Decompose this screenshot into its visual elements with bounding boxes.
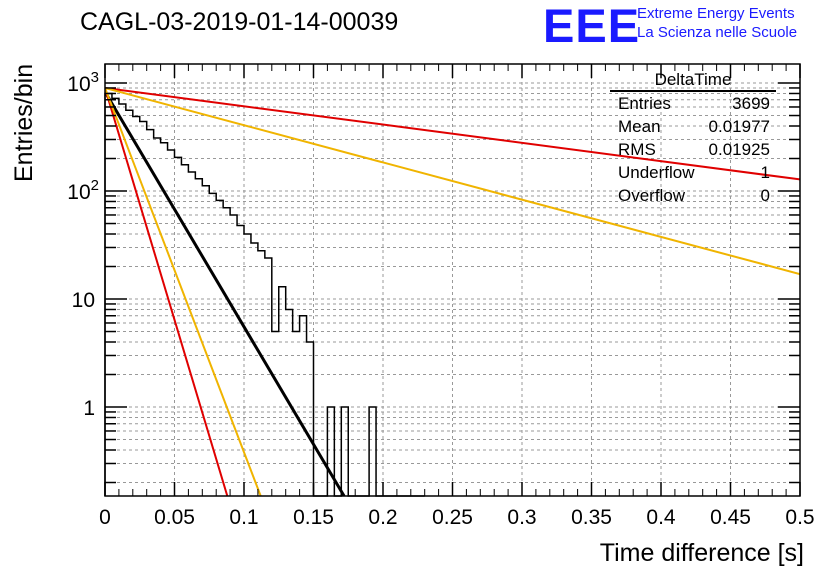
y-tick-exponent: 3 <box>91 69 99 86</box>
stats-label: Mean <box>618 117 661 136</box>
stats-row-underflow: Underflow 1 <box>610 161 776 184</box>
y-axis-label: Entries/bin <box>10 63 38 182</box>
stats-label: Overflow <box>618 186 686 205</box>
y-tick-label: 102 <box>67 177 99 204</box>
histogram-outline <box>104 92 425 497</box>
chart-title: CAGL-03-2019-01-14-00039 <box>80 8 399 36</box>
y-tick-base: 10 <box>67 181 90 204</box>
stats-label: Entries <box>618 94 671 113</box>
stats-value: 3699 <box>732 94 770 113</box>
stats-value: 1 <box>760 163 770 182</box>
fit-curve <box>105 90 346 496</box>
stats-value: 0.01925 <box>708 140 770 159</box>
stats-value: 0.01977 <box>708 117 770 136</box>
x-tick-label: 0.35 <box>571 506 612 529</box>
x-tick-label: 0.2 <box>368 506 397 529</box>
y-tick-label: 1 <box>83 397 95 420</box>
fit-curve <box>105 87 229 496</box>
x-tick-label: 0.3 <box>507 506 536 529</box>
x-tick-label: 0.1 <box>229 506 258 529</box>
y-tick-base: 10 <box>67 73 90 96</box>
x-tick-label: 0.45 <box>710 506 751 529</box>
stats-label: Underflow <box>618 163 695 182</box>
y-tick-label: 103 <box>67 69 99 96</box>
stats-label: RMS <box>618 140 656 159</box>
fit-curve <box>105 86 800 276</box>
stats-row-mean: Mean 0.01977 <box>610 115 776 138</box>
y-tick-exponent: 2 <box>91 177 99 194</box>
x-tick-label: 0.4 <box>646 506 676 529</box>
stats-row-overflow: Overflow 0 <box>610 184 776 207</box>
stats-box: DeltaTime Entries 3699 Mean 0.01977 RMS … <box>610 70 776 207</box>
x-tick-label: 0.05 <box>154 506 195 529</box>
stats-row-rms: RMS 0.01925 <box>610 138 776 161</box>
fit-curve <box>105 87 262 496</box>
y-tick-label: 10 <box>72 289 95 312</box>
stats-value: 0 <box>760 186 770 205</box>
stats-row-entries: Entries 3699 <box>610 92 776 115</box>
eee-logo: EEE <box>543 0 641 52</box>
x-axis-label: Time difference [s] <box>599 539 804 567</box>
logo-line-1: Extreme Energy Events <box>637 5 795 22</box>
stats-title: DeltaTime <box>610 70 776 92</box>
x-tick-label: 0.15 <box>293 506 334 529</box>
fit-curve <box>105 86 800 181</box>
x-tick-label: 0.5 <box>785 506 814 529</box>
x-tick-label: 0 <box>99 506 111 529</box>
x-tick-label: 0.25 <box>432 506 473 529</box>
logo-line-2: La Scienza nelle Scuole <box>637 24 798 41</box>
